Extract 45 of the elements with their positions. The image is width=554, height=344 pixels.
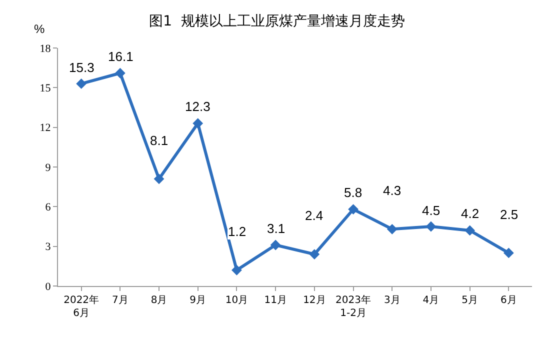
y-tick-label: 18	[40, 42, 52, 55]
x-tick-label: 5月	[462, 295, 478, 306]
data-label: 2.5	[500, 207, 518, 222]
point	[309, 249, 320, 260]
x-tick-label: 3月	[384, 295, 400, 306]
point	[192, 118, 204, 129]
point	[348, 204, 358, 215]
y-tick-label: 9	[45, 162, 52, 174]
data-label: 4.3	[383, 183, 402, 198]
point	[114, 68, 126, 78]
point	[154, 174, 164, 184]
point	[503, 248, 514, 258]
y-axis-title: %	[34, 22, 45, 36]
data-label: 1.2	[228, 224, 246, 239]
point	[270, 240, 281, 250]
y-tick-label: 0	[45, 280, 52, 293]
x-tick-label: 2023年 1-2月	[336, 294, 372, 319]
point	[426, 221, 436, 232]
y-tick-label: 15	[40, 82, 52, 95]
x-tick-label: 6月	[500, 295, 517, 306]
data-label: 8.1	[150, 133, 168, 148]
x-tick-label: 4月	[422, 295, 440, 306]
x-tick-label: 12月	[303, 295, 326, 306]
data-label: 4.5	[422, 203, 440, 218]
data-label: 12.3	[185, 99, 210, 114]
data-label: 2.4	[305, 208, 324, 223]
point	[464, 225, 476, 236]
y-tick-label: 12	[40, 122, 51, 134]
chart-title: 图1 规模以上工业原煤产量增速月度走势	[149, 13, 405, 30]
x-tick-label: 8月	[150, 295, 168, 306]
data-label: 3.1	[267, 221, 286, 236]
point	[76, 78, 87, 89]
x-tick-label: 7月	[112, 295, 128, 306]
y-tick-label: 3	[45, 241, 52, 254]
point	[232, 264, 242, 276]
data-label: 16.1	[108, 49, 134, 64]
x-tick-label: 9月	[190, 295, 206, 306]
data-label: 5.8	[344, 185, 362, 200]
x-tick-label: 10月	[225, 295, 248, 306]
x-tick-label: 11月	[264, 295, 287, 306]
x-tick-label: 2022年 6月	[64, 294, 100, 319]
point	[386, 224, 398, 234]
data-label: 4.2	[461, 206, 480, 221]
data-label: 15.3	[69, 60, 94, 75]
y-tick-label: 6	[45, 202, 52, 214]
